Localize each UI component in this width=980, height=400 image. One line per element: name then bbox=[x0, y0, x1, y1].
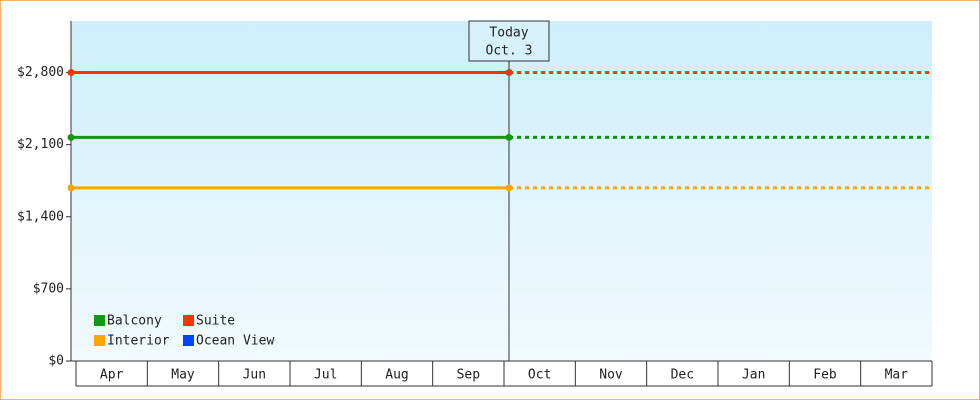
x-tick-label: Apr bbox=[100, 368, 124, 383]
x-tick-label: Aug bbox=[385, 368, 408, 383]
x-tick-label: Nov bbox=[599, 368, 623, 383]
legend-label: Interior bbox=[107, 334, 170, 349]
point bbox=[67, 69, 75, 77]
legend-label: Balcony bbox=[107, 314, 162, 329]
legend-swatch bbox=[183, 315, 194, 326]
x-tick-label: Mar bbox=[885, 368, 909, 383]
x-tick-label: Dec bbox=[671, 368, 694, 383]
y-tick-label: $700 bbox=[33, 281, 64, 296]
x-tick-label: Jun bbox=[243, 368, 266, 383]
y-tick-label: $2,800 bbox=[17, 65, 64, 80]
legend-label: Suite bbox=[196, 314, 235, 329]
point bbox=[67, 184, 75, 192]
today-label: Today bbox=[489, 26, 528, 41]
y-tick-label: $1,400 bbox=[17, 209, 64, 224]
point bbox=[67, 133, 75, 141]
x-tick-label: May bbox=[171, 368, 195, 383]
point bbox=[505, 184, 513, 192]
plot-area bbox=[71, 21, 932, 361]
legend-label: Ocean View bbox=[196, 334, 274, 349]
x-tick-label: Jan bbox=[742, 368, 765, 383]
x-tick-label: Feb bbox=[813, 368, 837, 383]
point bbox=[505, 69, 513, 77]
point bbox=[505, 133, 513, 141]
y-tick-label: $2,100 bbox=[17, 137, 64, 152]
legend-swatch bbox=[183, 335, 194, 346]
legend-swatch bbox=[94, 315, 105, 326]
legend-swatch bbox=[94, 335, 105, 346]
x-tick-label: Jul bbox=[314, 368, 337, 383]
y-tick-label: $0 bbox=[48, 354, 64, 369]
today-date: Oct. 3 bbox=[486, 44, 533, 59]
today-box bbox=[468, 20, 550, 62]
x-tick-label: Sep bbox=[457, 368, 481, 383]
x-tick-label: Oct bbox=[528, 368, 551, 383]
